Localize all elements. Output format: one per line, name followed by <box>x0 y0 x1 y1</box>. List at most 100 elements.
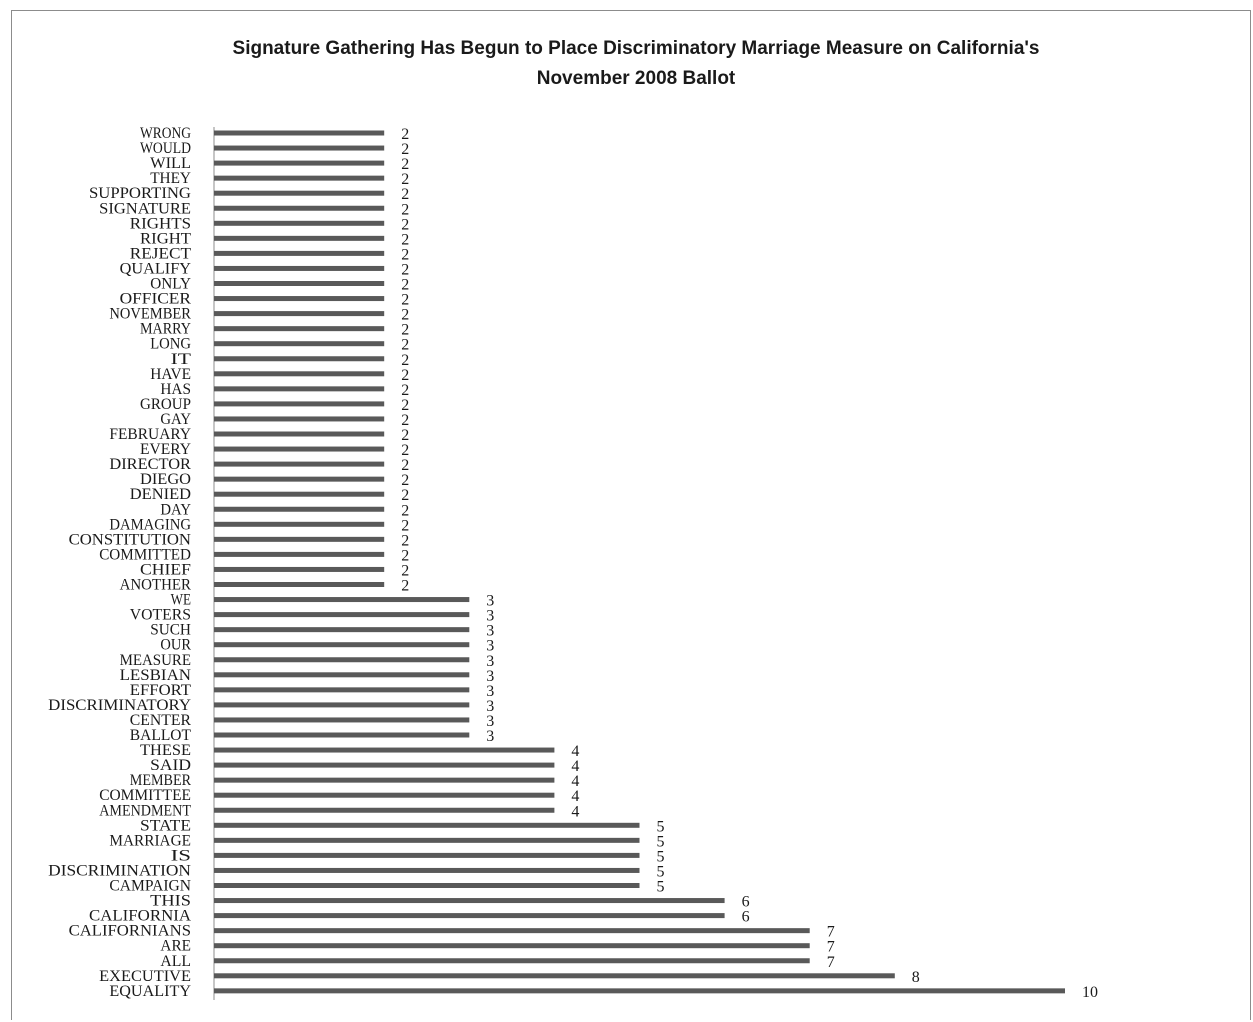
data-label: 6 <box>742 894 750 911</box>
category-label: DIEGO <box>140 471 191 488</box>
bar <box>214 702 470 708</box>
category-label: THESE <box>140 742 191 759</box>
category-label: COMMITTED <box>99 546 191 563</box>
data-label: 4 <box>571 773 579 790</box>
bar <box>214 988 1065 994</box>
category-label: AMENDMENT <box>99 802 191 819</box>
data-label: 2 <box>401 292 409 309</box>
category-label: DENIED <box>130 486 191 503</box>
data-label: 2 <box>401 322 409 339</box>
bar <box>214 672 470 678</box>
data-label: 2 <box>401 246 409 263</box>
bar <box>214 898 725 904</box>
data-label: 2 <box>401 171 409 188</box>
category-label: CONSTITUTION <box>69 531 192 548</box>
bar <box>214 883 640 888</box>
bar <box>214 175 385 181</box>
bar <box>214 536 385 542</box>
data-label: 2 <box>401 307 409 324</box>
data-label: 3 <box>486 653 494 670</box>
bar <box>214 597 470 603</box>
category-label: EXECUTIVE <box>99 968 191 985</box>
bar <box>214 837 640 843</box>
category-label: REJECT <box>130 245 191 262</box>
data-label: 2 <box>401 141 409 158</box>
data-label: 7 <box>827 924 835 941</box>
category-label: MEASURE <box>120 652 191 669</box>
category-label: FEBRUARY <box>109 426 191 443</box>
bar <box>214 928 810 934</box>
bar <box>214 732 470 738</box>
category-label: OUR <box>160 637 191 654</box>
category-label: CALIFORNIA <box>89 908 191 925</box>
bar <box>214 491 385 497</box>
bar <box>214 551 385 557</box>
category-label: HAVE <box>150 366 191 383</box>
bar <box>214 521 385 527</box>
bar <box>214 326 385 332</box>
category-label: GROUP <box>140 396 191 413</box>
bar <box>214 822 640 828</box>
category-label: CALIFORNIANS <box>69 923 191 940</box>
category-label: STATE <box>140 817 191 834</box>
bar <box>214 190 385 196</box>
bar <box>214 145 385 151</box>
bar <box>214 852 640 858</box>
data-label: 5 <box>657 879 665 896</box>
data-label: 2 <box>401 578 409 595</box>
category-label: OFFICER <box>120 291 192 308</box>
category-label: LONG <box>150 336 191 353</box>
bars-group <box>214 130 1065 994</box>
data-label: 2 <box>401 352 409 369</box>
bar <box>214 356 385 362</box>
category-label: DIRECTOR <box>109 456 191 473</box>
bar <box>214 687 470 693</box>
bar <box>214 130 385 136</box>
bar <box>214 627 470 633</box>
bar <box>214 250 385 256</box>
category-label: QUALIFY <box>120 260 192 277</box>
data-label: 3 <box>486 728 494 745</box>
category-label: NOVEMBER <box>109 306 191 323</box>
bar <box>214 747 555 753</box>
data-label: 2 <box>401 487 409 504</box>
data-label: 2 <box>401 502 409 519</box>
data-label: 3 <box>486 683 494 700</box>
bar <box>214 311 385 317</box>
bar <box>214 235 385 241</box>
category-label: WRONG <box>140 125 191 142</box>
category-label: MARRY <box>140 321 191 338</box>
category-labels: WRONGWOULDWILLTHEYSUPPORTINGSIGNATURERIG… <box>48 125 191 1000</box>
bar <box>214 807 555 813</box>
category-label: MARRIAGE <box>109 832 191 849</box>
data-label: 2 <box>401 216 409 233</box>
category-label: SUPPORTING <box>89 185 191 202</box>
bar <box>214 220 385 226</box>
data-label: 8 <box>912 969 920 986</box>
category-label: EVERY <box>140 441 191 458</box>
bar <box>214 265 385 271</box>
category-label: LESBIAN <box>120 667 192 684</box>
category-label: CENTER <box>130 712 192 729</box>
category-label: WE <box>171 592 191 609</box>
data-label: 2 <box>401 562 409 579</box>
category-label: ALL <box>160 953 191 970</box>
category-label: SAID <box>150 757 191 774</box>
data-label: 5 <box>657 863 665 880</box>
bar <box>214 281 385 286</box>
bar <box>214 612 470 618</box>
category-label: IS <box>171 847 191 864</box>
category-label: DAMAGING <box>109 516 191 533</box>
data-label: 4 <box>571 788 579 805</box>
category-label: COMMITTEE <box>99 787 191 804</box>
category-label: IT <box>171 351 192 368</box>
bar <box>214 461 385 467</box>
data-label: 7 <box>827 939 835 956</box>
category-label: THIS <box>150 893 191 910</box>
data-label: 2 <box>401 472 409 489</box>
data-label: 2 <box>401 337 409 354</box>
value-labels: 2222222222222222222222222222222333333333… <box>401 126 1098 1001</box>
bar <box>214 913 725 919</box>
bar <box>214 777 555 783</box>
bar <box>214 386 385 392</box>
